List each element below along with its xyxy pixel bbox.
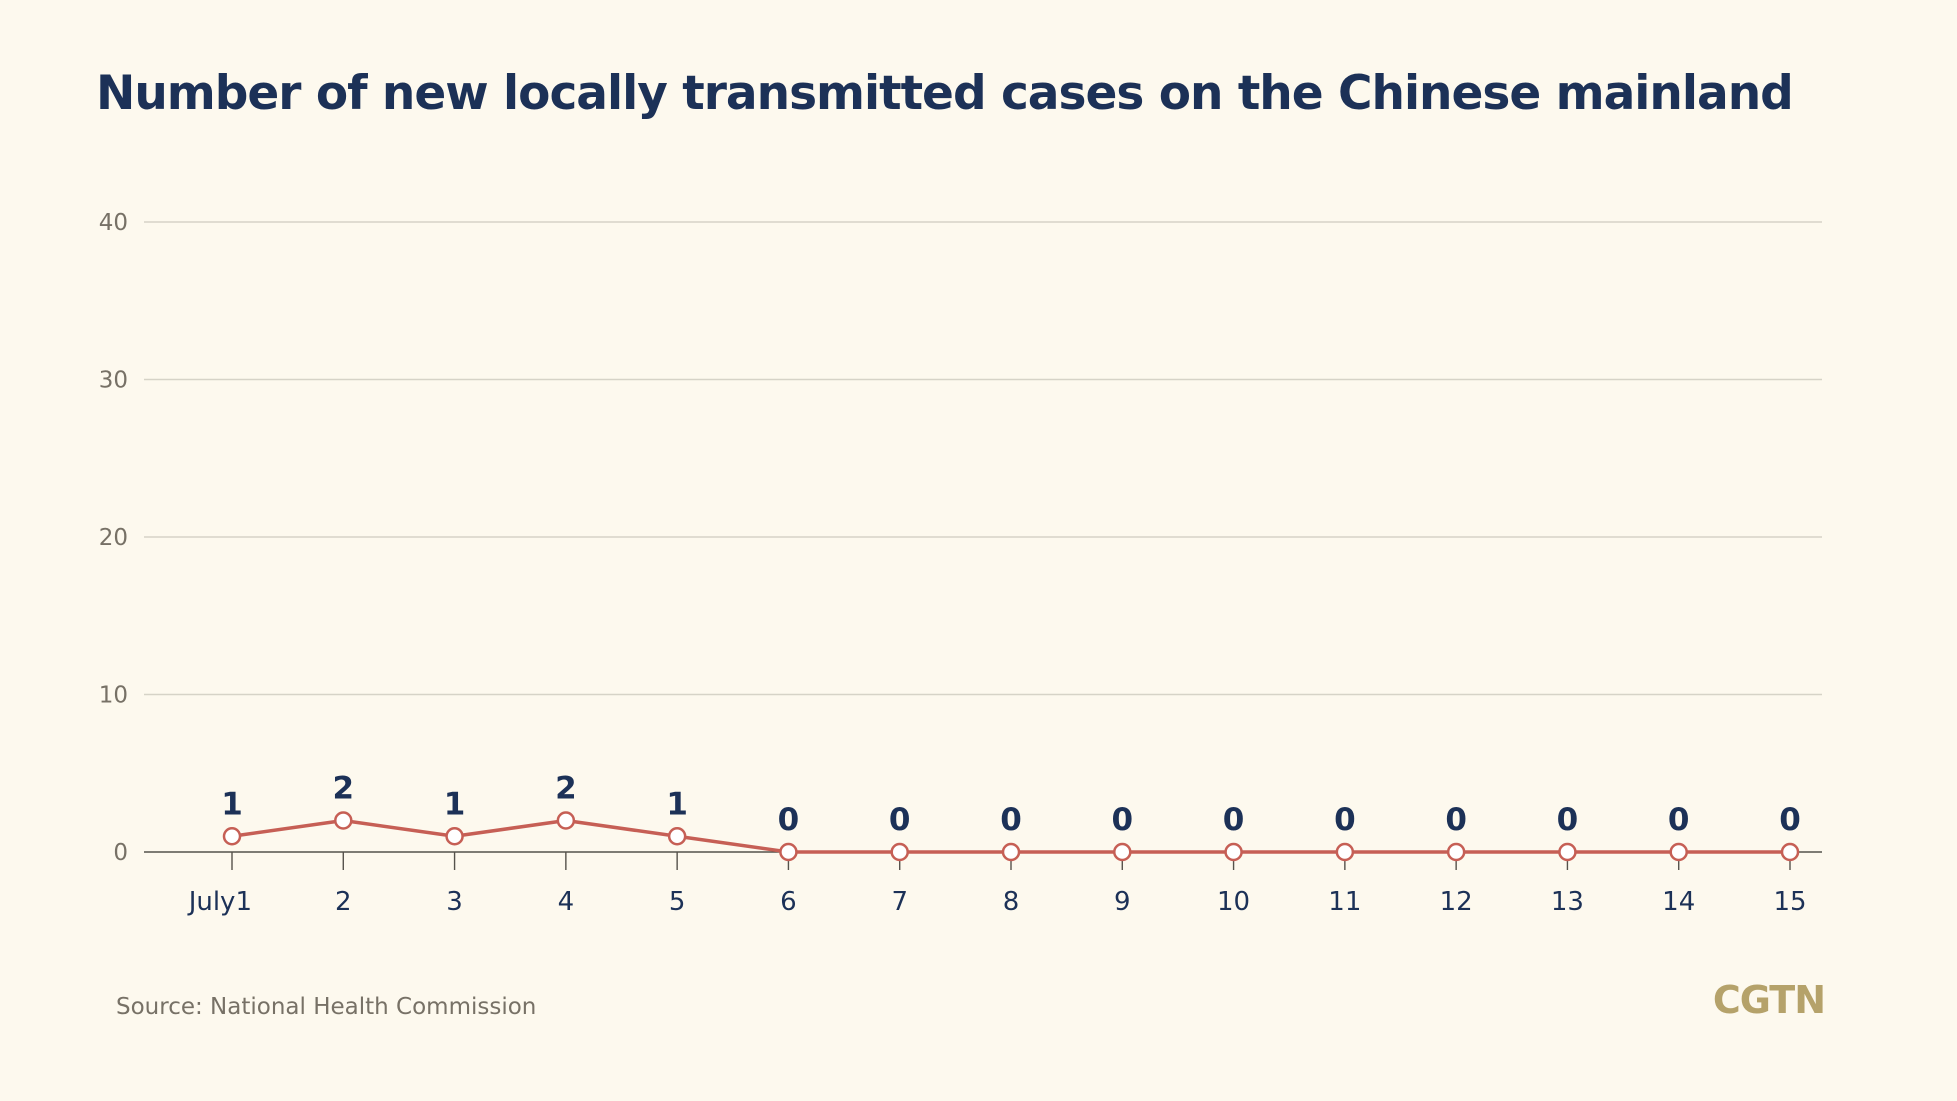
data-label: 0 (1111, 802, 1133, 838)
data-label: 0 (778, 802, 800, 838)
data-label: 0 (1000, 802, 1022, 838)
data-point (1001, 842, 1021, 862)
x-tick-label: July1 (187, 887, 252, 917)
x-tick-label: 15 (1773, 887, 1806, 917)
x-tick-label: 7 (891, 887, 908, 917)
data-label: 1 (666, 786, 688, 822)
y-tick-label: 0 (113, 840, 128, 866)
x-tick-label: 9 (1114, 887, 1131, 917)
x-tick-label: 5 (669, 887, 686, 917)
data-point (556, 811, 576, 830)
x-axis-ticks: July1 2 3 4 5 6 7 8 9 10 11 12 13 14 15 (187, 852, 1807, 917)
data-point (1224, 842, 1243, 862)
x-tick-label: 11 (1328, 887, 1361, 917)
data-point (1446, 842, 1466, 862)
y-tick-label: 30 (99, 368, 128, 394)
data-label: 0 (1334, 802, 1356, 838)
x-tick-label: 3 (446, 887, 463, 917)
y-tick-label: 40 (99, 210, 128, 236)
data-label: 0 (889, 802, 911, 838)
x-tick-label: 4 (558, 887, 575, 917)
x-tick-label: 2 (335, 887, 352, 917)
x-tick-label: 12 (1440, 887, 1473, 917)
gridlines (144, 221, 1822, 853)
data-points (222, 811, 1800, 862)
data-label: 2 (332, 771, 354, 807)
data-point (334, 811, 353, 830)
data-point (779, 842, 798, 862)
data-label: 0 (1445, 802, 1467, 838)
data-label: 1 (444, 786, 466, 822)
x-tick-label: 6 (780, 887, 797, 917)
source-note: Source: National Health Commission (116, 994, 537, 1020)
data-point (1558, 842, 1577, 862)
data-labels: 1 2 1 2 1 0 0 0 0 0 0 0 0 0 0 (221, 771, 1801, 839)
data-point (890, 842, 909, 862)
data-label: 0 (1223, 802, 1245, 838)
data-label: 2 (555, 771, 577, 807)
x-tick-label: 14 (1662, 887, 1695, 917)
data-point (667, 827, 687, 846)
chart-title: Number of new locally transmitted cases … (96, 66, 1794, 121)
data-point (1669, 842, 1688, 862)
data-point (222, 827, 242, 846)
data-point (1335, 842, 1355, 862)
y-tick-label: 20 (99, 525, 128, 551)
data-point (1113, 842, 1132, 862)
data-point (1780, 842, 1800, 862)
x-tick-label: 8 (1003, 887, 1020, 917)
data-label: 0 (1668, 802, 1690, 838)
x-tick-label: 13 (1551, 887, 1584, 917)
cgtn-logo: CGTN (1712, 978, 1826, 1022)
y-tick-label: 10 (99, 683, 128, 709)
data-label: 0 (1779, 802, 1801, 838)
y-axis-ticks: 0 10 20 30 40 (99, 210, 128, 866)
data-point (445, 827, 464, 846)
data-label: 1 (221, 786, 243, 822)
x-tick-label: 10 (1217, 887, 1250, 917)
data-label: 0 (1557, 802, 1579, 838)
